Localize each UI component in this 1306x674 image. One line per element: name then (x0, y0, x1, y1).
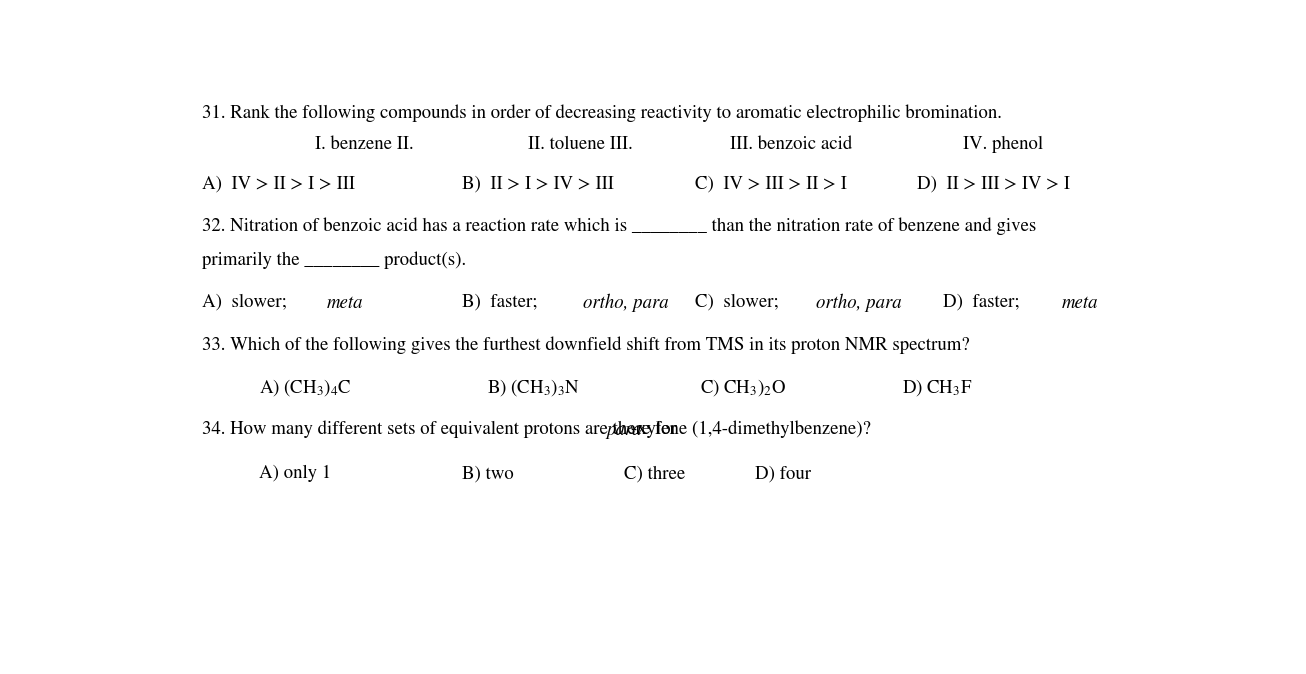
Text: C)  slower;: C) slower; (695, 294, 788, 311)
Text: C) three: C) three (624, 465, 686, 482)
Text: A)  IV > II > I > III: A) IV > II > I > III (201, 175, 355, 193)
Text: A)  slower;: A) slower; (201, 294, 296, 311)
Text: B)  II > I > IV > III: B) II > I > IV > III (462, 175, 614, 193)
Text: D)  II > III > IV > I: D) II > III > IV > I (917, 175, 1071, 193)
Text: C)  IV > III > II > I: C) IV > III > II > I (695, 175, 846, 193)
Text: D)  faster;: D) faster; (943, 294, 1029, 311)
Text: IV. phenol: IV. phenol (963, 135, 1043, 152)
Text: B) $\mathregular{(CH_3)_3N}$: B) $\mathregular{(CH_3)_3N}$ (487, 377, 580, 398)
Text: 32. Nitration of benzoic acid has a reaction rate which is ________ than the nit: 32. Nitration of benzoic acid has a reac… (201, 217, 1036, 235)
Text: D) four: D) four (755, 465, 811, 482)
Text: C) $\mathregular{CH_3)_2O}$: C) $\mathregular{CH_3)_2O}$ (700, 377, 786, 398)
Text: para: para (606, 421, 641, 439)
Text: ortho, para: ortho, para (816, 294, 901, 312)
Text: ortho, para: ortho, para (584, 294, 669, 312)
Text: primarily the ________ product(s).: primarily the ________ product(s). (201, 251, 466, 269)
Text: 33. Which of the following gives the furthest downfield shift from TMS in its pr: 33. Which of the following gives the fur… (201, 336, 969, 354)
Text: B) two: B) two (462, 465, 513, 482)
Text: A) only 1: A) only 1 (260, 465, 332, 482)
Text: A) $\mathregular{(CH_3)_4C}$: A) $\mathregular{(CH_3)_4C}$ (260, 377, 351, 398)
Text: 34. How many different sets of equivalent protons are there for: 34. How many different sets of equivalen… (201, 421, 686, 439)
Text: -xylene (1,4-dimethylbenzene)?: -xylene (1,4-dimethylbenzene)? (631, 421, 871, 439)
Text: II. toluene III.: II. toluene III. (528, 135, 632, 152)
Text: B)  faster;: B) faster; (462, 294, 547, 311)
Text: D) $\mathregular{CH_3F}$: D) $\mathregular{CH_3F}$ (902, 377, 973, 398)
Text: III. benzoic acid: III. benzoic acid (730, 135, 853, 152)
Text: meta: meta (1062, 294, 1098, 312)
Text: I. benzene II.: I. benzene II. (315, 135, 414, 152)
Text: 31. Rank the following compounds in order of decreasing reactivity to aromatic e: 31. Rank the following compounds in orde… (201, 104, 1002, 122)
Text: meta: meta (328, 294, 363, 312)
